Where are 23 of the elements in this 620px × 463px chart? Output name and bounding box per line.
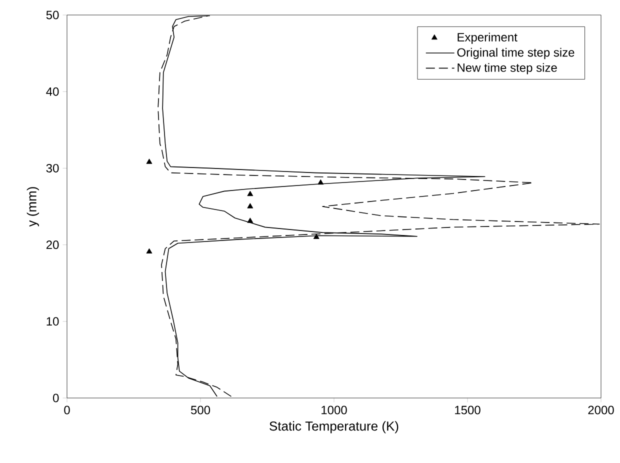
point bbox=[318, 179, 324, 185]
point bbox=[247, 218, 254, 223]
point bbox=[146, 158, 152, 164]
y-tick-label: 20 bbox=[46, 240, 59, 250]
legend-label: New time step size bbox=[458, 63, 557, 74]
point bbox=[247, 203, 254, 208]
y-tick-label: 30 bbox=[46, 164, 59, 172]
x-tick-label: 1000 bbox=[322, 406, 347, 414]
y-tick-label: 0 bbox=[52, 394, 59, 402]
x-tick-label: 0 bbox=[64, 406, 70, 414]
y-tick-label: 10 bbox=[46, 317, 59, 326]
x-tick-label: 500 bbox=[190, 406, 210, 414]
y-tick-label: 50 bbox=[46, 10, 59, 20]
y-axis-title: y (mm) bbox=[26, 187, 39, 227]
x-tick-label: 1500 bbox=[455, 406, 480, 414]
point bbox=[247, 190, 254, 196]
legend-label: Experiment bbox=[458, 32, 518, 44]
y-tick-label: 40 bbox=[46, 87, 59, 96]
x-tick-label: 2000 bbox=[588, 406, 614, 414]
x-axis-title: Static Temperature (K) bbox=[270, 421, 398, 434]
point bbox=[146, 248, 152, 254]
point bbox=[313, 234, 320, 239]
legend-label: Original time step size bbox=[457, 48, 574, 60]
